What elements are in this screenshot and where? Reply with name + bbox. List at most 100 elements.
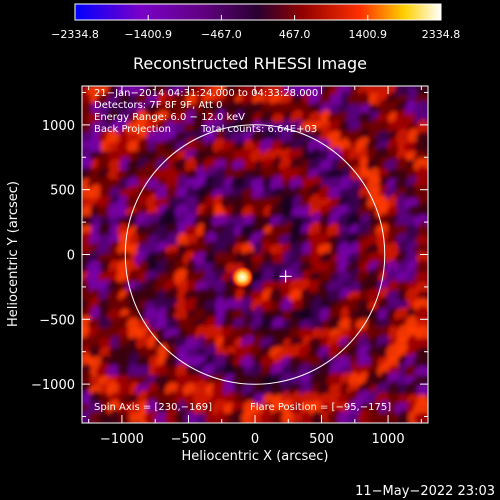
image-cell — [147, 346, 161, 359]
colorbar-tick-label: −467.0 — [201, 28, 242, 41]
annotation-flare-position: Flare Position = [−95,−175] — [250, 402, 391, 413]
image-cell — [367, 176, 384, 193]
y-axis: −1000 −500 0 500 1000 — [31, 91, 428, 418]
image-cell — [186, 169, 199, 181]
image-cell — [214, 250, 229, 268]
image-cell — [350, 281, 362, 293]
image-cell — [215, 410, 228, 423]
image-cell — [413, 337, 428, 350]
image-cell — [389, 392, 400, 407]
image-cell — [196, 334, 208, 352]
image-cell — [167, 231, 180, 250]
image-cell — [88, 384, 105, 396]
x-tick-label: 1000 — [372, 432, 405, 447]
chart-title: Reconstructed RHESSI Image — [133, 54, 367, 73]
image-cell — [167, 103, 180, 116]
image-cell — [177, 328, 189, 340]
image-cell — [138, 345, 151, 360]
image-cell — [292, 216, 304, 228]
image-cell — [118, 393, 133, 406]
image-cell — [387, 413, 401, 423]
image-cell — [291, 94, 306, 107]
y-tick-label: −500 — [39, 313, 75, 328]
flare-source — [230, 265, 255, 290]
image-cell — [311, 411, 324, 423]
image-cell — [234, 214, 247, 229]
colorbar-tick-label: −1400.9 — [124, 28, 172, 41]
y-axis-label: Heliocentric Y (arcsec) — [6, 181, 21, 327]
image-cell — [115, 150, 135, 162]
image-cell — [128, 232, 142, 249]
colorbar-tick-label: 2334.8 — [422, 28, 461, 41]
image-cell — [414, 272, 428, 284]
image-cell — [163, 328, 184, 340]
image-cell — [223, 383, 239, 397]
image-cell — [387, 168, 402, 182]
image-cell — [414, 365, 428, 378]
image-cell — [278, 215, 299, 228]
image-cell — [165, 186, 181, 202]
image-cell — [253, 392, 266, 407]
image-cell — [413, 412, 428, 423]
image-cell — [222, 139, 240, 154]
image-cell — [138, 365, 151, 378]
y-tick-label: 0 — [67, 249, 75, 264]
image-cell — [164, 244, 182, 255]
annotation-energy: Energy Range: 6.0 − 12.0 keV — [94, 112, 245, 123]
y-tick-label: 500 — [50, 184, 75, 199]
image-cell — [416, 86, 428, 97]
image-cell — [291, 207, 306, 218]
image-cell — [385, 290, 403, 303]
image-cell — [221, 222, 241, 240]
image-cell — [186, 346, 199, 360]
image-cell — [311, 261, 324, 276]
image-cell — [396, 271, 412, 285]
annotation-detectors: Detectors: 7F 8F 9F, Att 0 — [94, 100, 222, 111]
image-cell — [416, 383, 428, 397]
image-cell — [90, 121, 102, 135]
image-cell — [350, 166, 362, 184]
image-cell — [177, 279, 189, 295]
image-cell — [212, 263, 231, 275]
image-cell — [128, 412, 141, 423]
image-cell — [126, 131, 144, 144]
image-cell — [415, 281, 428, 293]
colorbar-tick-label: 467.0 — [279, 28, 311, 41]
image-cell — [360, 103, 371, 115]
image-cell — [108, 159, 123, 173]
image-cell — [397, 409, 410, 423]
image-cell — [196, 347, 208, 359]
image-cell — [225, 243, 237, 256]
annotation-counts: Total counts: 6.64E+03 — [200, 124, 317, 135]
image-cell — [129, 150, 141, 162]
image-cell — [127, 363, 143, 380]
image-cell — [167, 197, 180, 210]
image-cell — [185, 271, 200, 285]
colorbar-tick-label: −2334.8 — [51, 28, 99, 41]
annotation-time: 21−Jan−2014 04:31:24.000 to 04:33:28.000 — [94, 88, 318, 99]
image-cell — [90, 151, 103, 162]
x-axis: −1000 −500 0 500 1000 — [88, 86, 422, 447]
image-cell — [311, 327, 324, 341]
image-cell — [262, 393, 276, 406]
image-cell — [415, 234, 428, 247]
image-cell — [176, 232, 189, 249]
image-cell — [301, 102, 314, 117]
x-tick-label: 0 — [251, 432, 259, 447]
y-tick-label: −1000 — [31, 378, 75, 393]
x-tick-label: −1000 — [100, 432, 144, 447]
colorbar-tick-label: 1400.9 — [349, 28, 388, 41]
image-cell — [310, 316, 325, 333]
image-cell — [271, 113, 287, 125]
image-cell — [225, 233, 237, 248]
image-cell — [117, 383, 133, 398]
image-cell — [215, 149, 228, 164]
image-cell — [272, 252, 286, 266]
image-cell — [184, 336, 201, 351]
annotation-method: Back Projection — [94, 124, 171, 135]
footer-date: 11−May−2022 23:03 — [355, 484, 495, 499]
image-cell — [204, 299, 219, 313]
image-cell — [292, 194, 305, 212]
image-cell — [136, 356, 153, 368]
y-tick-label: 1000 — [42, 119, 75, 134]
